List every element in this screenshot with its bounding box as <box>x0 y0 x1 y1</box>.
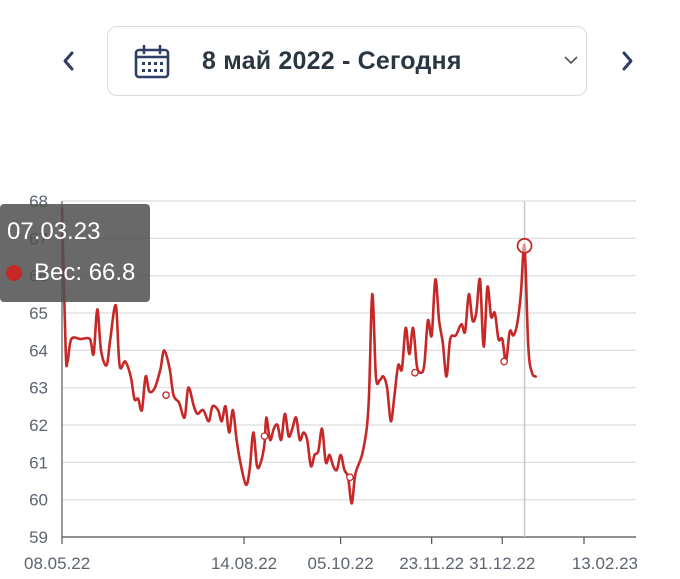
x-tick-label: 23.11.22 <box>399 554 464 573</box>
chart-markers <box>162 357 508 482</box>
x-tick-label: 31.12.22 <box>469 554 535 573</box>
x-axis-ticks: 08.05.22 14.08.22 05.10.22 23.11.22 31.12.22… <box>24 537 638 573</box>
data-marker <box>500 357 508 366</box>
x-tick-label: 08.05.22 <box>24 554 90 573</box>
calendar-icon <box>134 45 170 79</box>
x-tick-label: 14.08.22 <box>211 554 277 573</box>
chart-tooltip: 07.03.23 Вес: 66.8 <box>0 204 150 302</box>
date-range-select[interactable]: 8 май 2022 - Сегодня <box>107 26 587 96</box>
chart-grid <box>61 200 636 538</box>
tooltip-series-dot <box>6 265 22 281</box>
chevron-right-icon <box>622 51 633 71</box>
data-marker <box>346 473 354 482</box>
previous-period-button[interactable] <box>54 46 84 76</box>
tooltip-date: 07.03.23 <box>7 218 101 245</box>
next-period-button[interactable] <box>612 46 642 76</box>
chevron-left-icon <box>63 51 74 71</box>
chevron-down-icon <box>564 56 578 65</box>
y-tick-label: 62 <box>29 416 48 435</box>
data-marker <box>411 368 419 377</box>
tooltip-value: Вес: 66.8 <box>34 259 136 286</box>
data-marker <box>162 391 170 399</box>
date-range-label: 8 май 2022 - Сегодня <box>202 47 462 75</box>
x-tick-label: 05.10.22 <box>308 554 374 573</box>
highlighted-point <box>516 237 533 254</box>
y-tick-label: 65 <box>29 304 48 323</box>
y-tick-label: 59 <box>29 528 48 547</box>
y-tick-label: 60 <box>29 491 48 510</box>
x-tick-label: 13.02.23 <box>572 554 638 573</box>
data-marker <box>260 432 269 441</box>
y-tick-label: 61 <box>29 453 48 472</box>
weight-series-line <box>60 207 537 505</box>
y-tick-label: 63 <box>29 379 48 398</box>
y-tick-label: 64 <box>29 341 48 360</box>
weight-chart[interactable]: 59606162636465666768 08.05.2214.08.2205.… <box>0 185 680 579</box>
